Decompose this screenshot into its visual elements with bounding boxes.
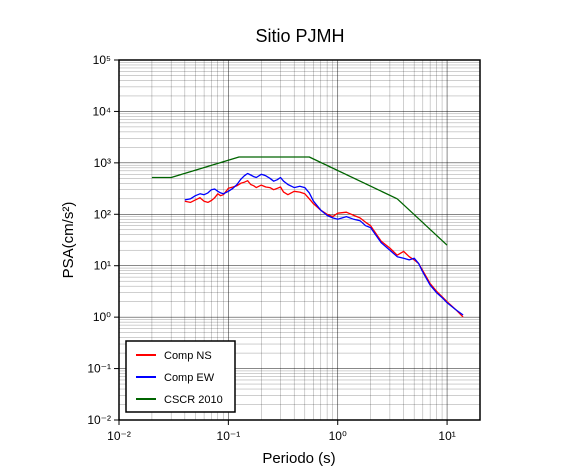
x-tick-label: 10⁰	[329, 429, 347, 443]
legend-label-ns: Comp NS	[164, 350, 212, 362]
x-tick-label: 10⁻¹	[217, 429, 241, 443]
legend-label-cscr: CSCR 2010	[164, 394, 223, 406]
series-line-cscr-2010	[151, 156, 448, 246]
y-tick-label: 10²	[94, 207, 111, 221]
x-tick-label: 10¹	[438, 429, 455, 443]
series-line-comp-ew	[184, 172, 464, 316]
y-tick-label: 10⁻²	[87, 413, 111, 427]
legend: Comp NS Comp EW CSCR 2010	[125, 340, 236, 413]
chart-title: Sitio PJMH	[255, 26, 344, 46]
legend-label-ew: Comp EW	[164, 372, 215, 384]
grid	[118, 59, 481, 421]
y-axis-label: PSA(cm/s²)	[60, 202, 77, 279]
x-tick-label: 10⁻²	[107, 429, 131, 443]
series-layer	[151, 156, 464, 318]
y-tick-label: 10⁰	[93, 310, 111, 324]
y-tick-label: 10¹	[94, 259, 111, 273]
y-tick-label: 10⁵	[93, 53, 111, 67]
plot-frame	[118, 59, 481, 421]
x-axis-label: Periodo (s)	[262, 450, 335, 467]
series-line-comp-ns	[184, 180, 464, 318]
x-ticks: 10⁻² 10⁻¹ 10⁰ 10¹	[107, 420, 456, 443]
y-ticks: 10⁻² 10⁻¹ 10⁰ 10¹ 10² 10³ 10⁴ 10⁵	[87, 53, 119, 427]
y-tick-label: 10⁴	[92, 104, 111, 118]
y-tick-label: 10³	[94, 156, 111, 170]
y-tick-label: 10⁻¹	[87, 362, 111, 376]
